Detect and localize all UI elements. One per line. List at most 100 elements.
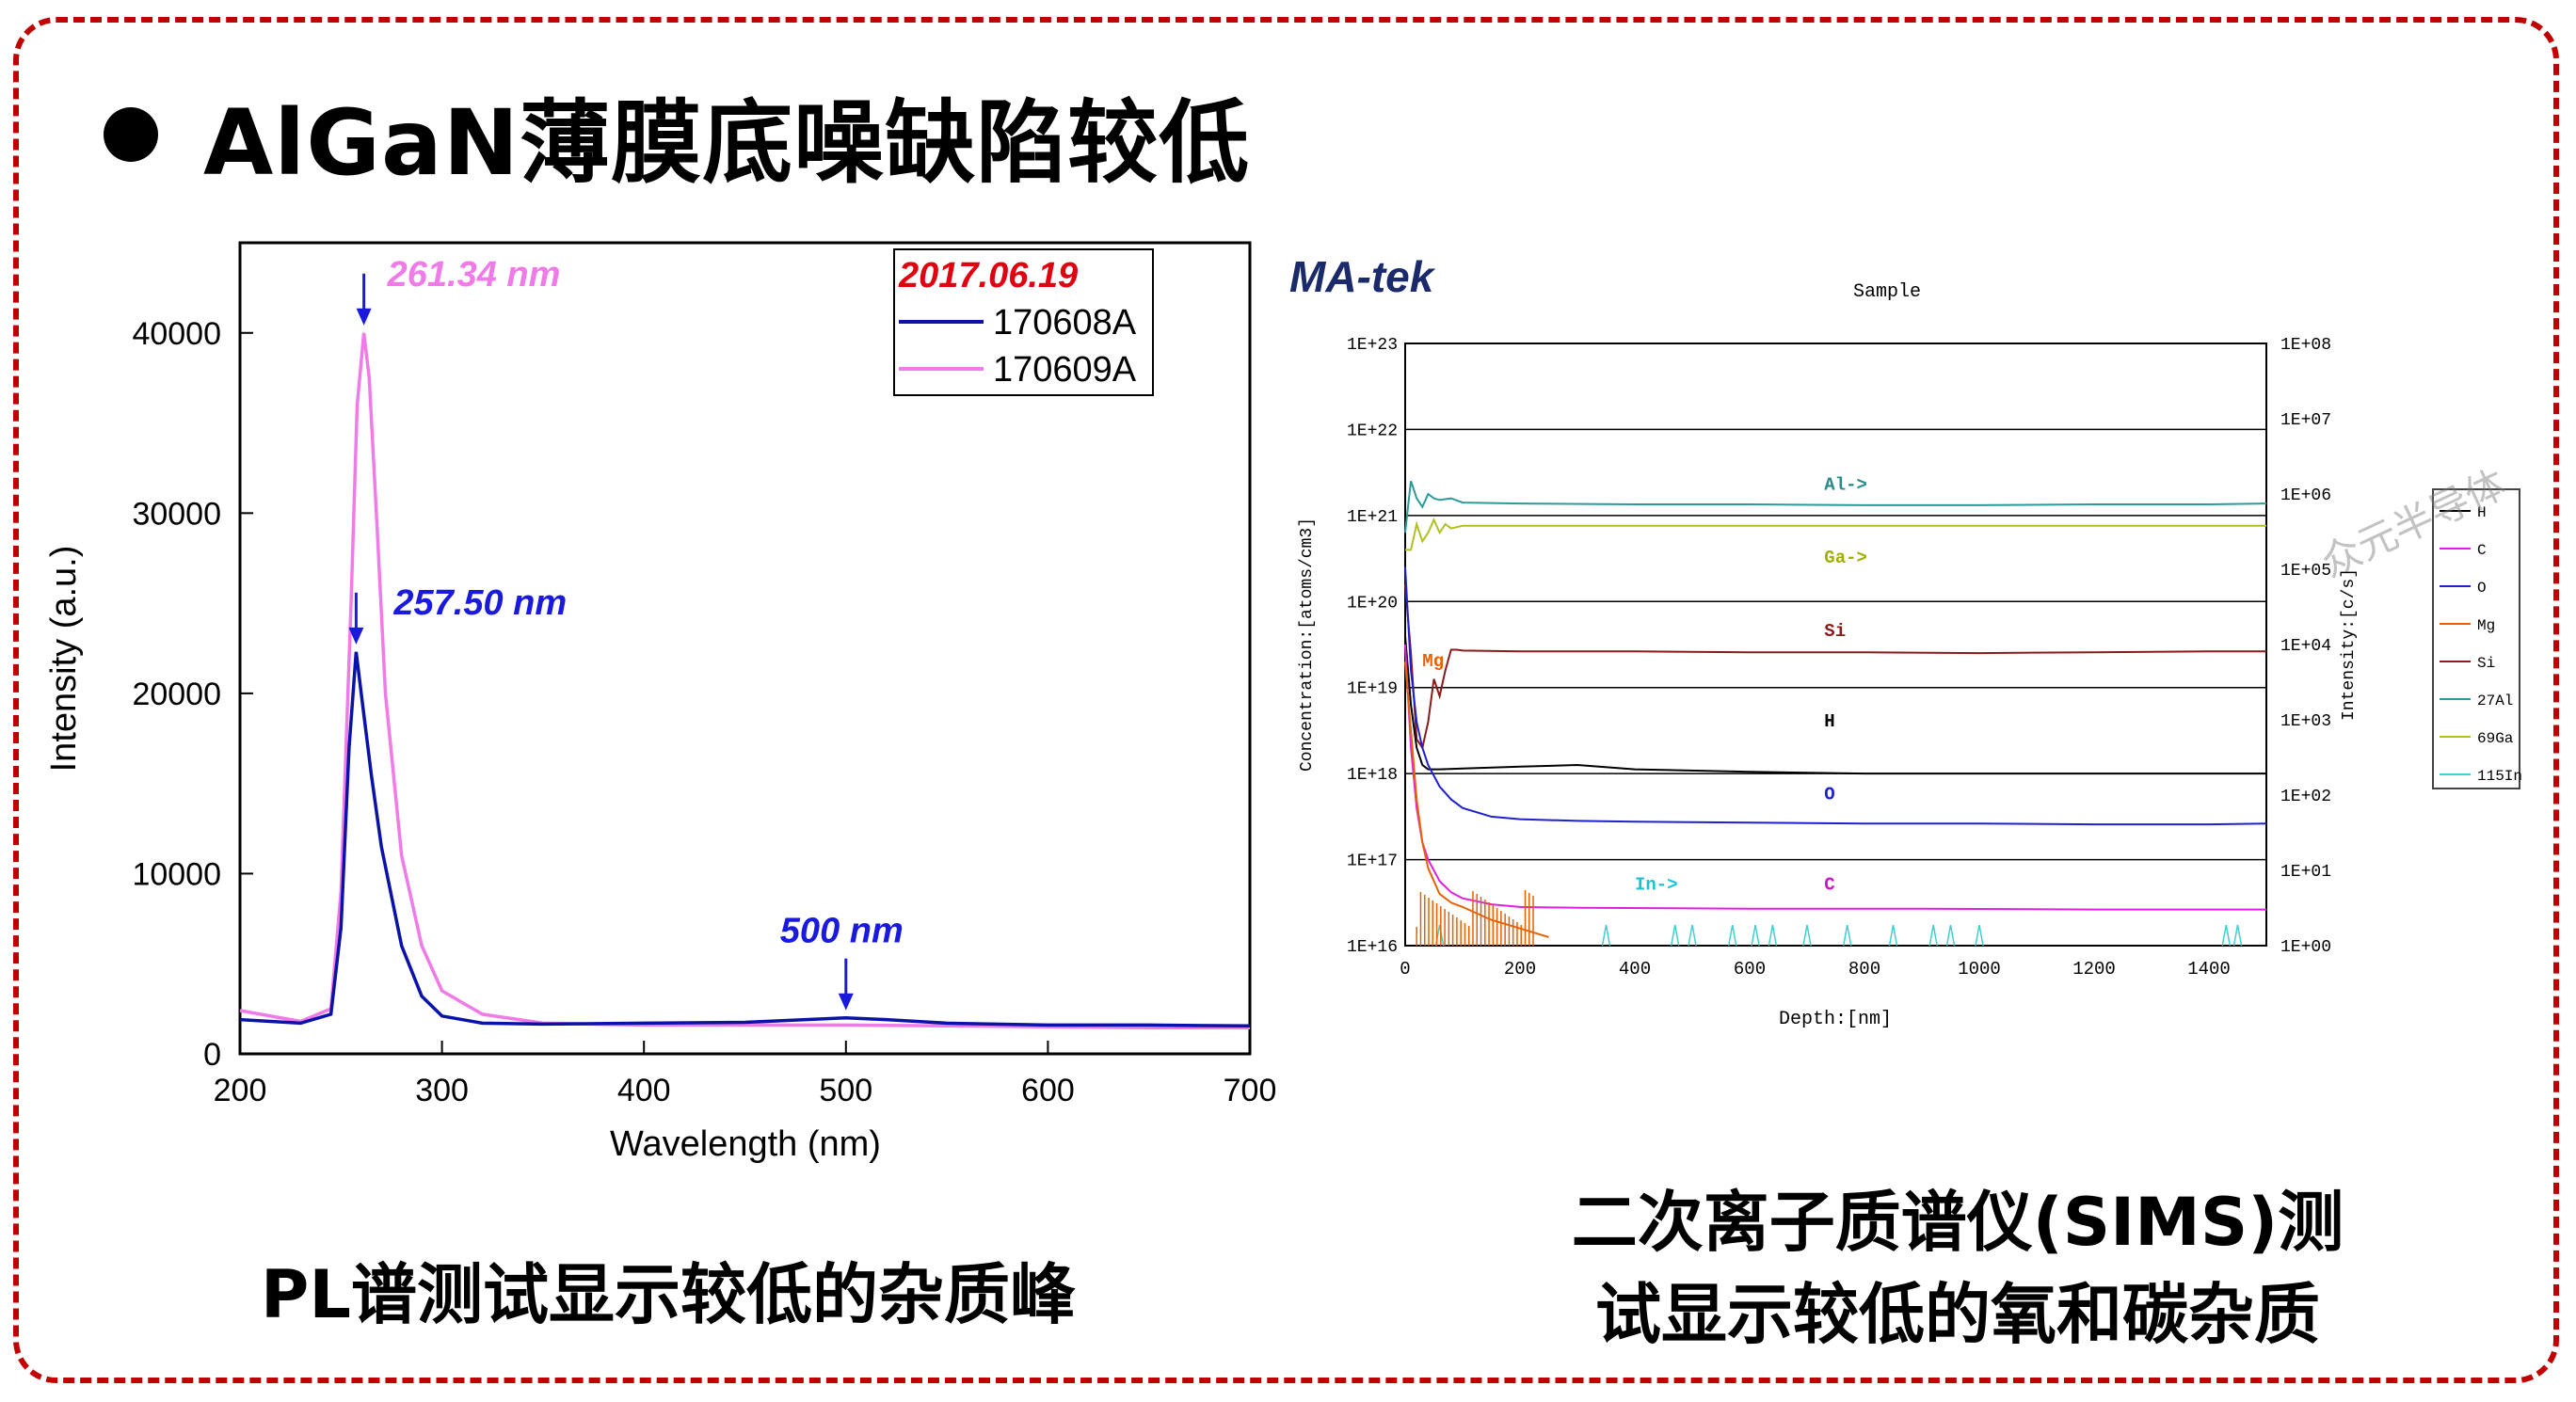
pl-y-tick-label: 40000 xyxy=(132,316,221,352)
pl-arrow-head xyxy=(348,627,364,645)
sims-x-tick-label: 200 xyxy=(1504,959,1536,980)
sims-x-tick-label: 600 xyxy=(1734,959,1766,980)
sims-x-tick-label: 1400 xyxy=(2187,959,2231,980)
sims-legend-label: O xyxy=(2477,580,2487,597)
sims-y-tick-label: 1E+18 xyxy=(1347,766,1398,785)
sims-legend-label: 69Ga xyxy=(2477,730,2514,747)
matek-logo-text: MA-tek xyxy=(1289,252,1436,301)
sims-in-spike xyxy=(1888,924,1898,947)
pl-x-tick-label: 400 xyxy=(617,1073,671,1108)
sims-label: Mg xyxy=(1422,651,1444,672)
sims-label: C xyxy=(1824,875,1834,896)
pl-arrow-head xyxy=(838,993,854,1011)
sims-y-tick-label-right: 1E+05 xyxy=(2280,562,2331,581)
sims-y-tick-label: 1E+21 xyxy=(1347,508,1398,527)
sims-label: In-> xyxy=(1635,875,1678,896)
sims-label: Ga-> xyxy=(1824,548,1867,568)
sims-legend-label: H xyxy=(2477,504,2487,521)
sims-in-spike xyxy=(1928,924,1938,947)
caption-right-line1: 二次离子质谱仪(SIMS)测 xyxy=(1571,1184,2344,1261)
pl-lines xyxy=(239,332,1251,1029)
sims-y-tick-label-right: 1E+08 xyxy=(2280,336,2331,355)
sims-x-axis-label: Depth:[nm] xyxy=(1779,1009,1892,1030)
sims-in-spike xyxy=(1688,924,1697,947)
pl-annotation-label: 500 nm xyxy=(780,912,904,951)
sims-label: O xyxy=(1824,785,1834,805)
pl-x-axis-label: Wavelength (nm) xyxy=(610,1124,881,1164)
dashed-frame xyxy=(13,17,2559,1383)
sims-in-spike xyxy=(1842,924,1852,947)
sims-in-spike xyxy=(2221,924,2232,947)
sims-title: Sample xyxy=(1853,281,1921,303)
sims-series-Si xyxy=(1404,583,2266,751)
sims-y-tick-label-right: 1E+03 xyxy=(2280,712,2331,731)
sims-legend-label: 27Al xyxy=(2477,693,2513,709)
pl-y-axis-label: Intensity (a.u.) xyxy=(44,546,84,773)
sims-x-tick-label: 0 xyxy=(1400,959,1410,980)
pl-y-tick-label: 10000 xyxy=(132,856,221,892)
sims-y-tick-label-right: 1E+00 xyxy=(2280,938,2331,957)
pl-x-tick-label: 600 xyxy=(1021,1073,1075,1108)
sims-x-tick-label: 1000 xyxy=(1958,959,2001,980)
pl-annotations: 261.34 nm 257.50 nm 500 nm xyxy=(348,255,904,1011)
sims-y-tick-label: 1E+17 xyxy=(1347,852,1398,871)
sims-y-tick-label-right: 1E+07 xyxy=(2280,411,2331,430)
bullet-icon xyxy=(104,107,158,162)
sims-y-tick-label-right: 1E+02 xyxy=(2280,788,2331,806)
sims-y-tick-label: 1E+22 xyxy=(1347,422,1398,440)
pl-legend: 2017.06.19 170608A 170609A xyxy=(893,248,1154,396)
slide-title: AlGaN薄膜底噪缺陷较低 xyxy=(104,73,1250,196)
pl-x-tick-label: 700 xyxy=(1224,1073,1277,1108)
pl-y-tick-label: 0 xyxy=(203,1037,221,1073)
pl-series-170609A xyxy=(239,332,1250,1029)
pl-x-tick-label: 300 xyxy=(415,1073,469,1108)
pl-series-170608A xyxy=(239,651,1251,1028)
sims-y-tick-label-right: 1E+06 xyxy=(2280,486,2331,505)
sims-in-spike xyxy=(1670,924,1680,947)
sims-in-spike xyxy=(1945,924,1956,947)
sims-in-spike xyxy=(1751,924,1760,947)
sims-legend-label: 115In xyxy=(2477,768,2522,785)
matek-logo: MA-tek xyxy=(1289,252,1436,301)
sims-in-spike xyxy=(1727,924,1737,947)
sims-series-27Al xyxy=(1404,480,2267,534)
sims-y-tick-label-right: 1E+01 xyxy=(2280,863,2331,882)
pl-ticks: 200 300 400 500 600 700 0 10000 20000 30000 40000 xyxy=(132,316,1276,1108)
pl-legend-label-b: 170609A xyxy=(993,350,1137,390)
sims-grid: 1E+16 1E+17 1E+18 1E+19 1E+20 1E+21 1E+22 1E+23… xyxy=(1347,336,2331,980)
sims-in-spike xyxy=(1601,924,1611,947)
sims-lines xyxy=(1404,480,2267,947)
sims-x-tick-label: 1200 xyxy=(2072,959,2116,980)
caption-left: PL谱测试显示较低的杂质峰 xyxy=(261,1256,1076,1333)
sims-label: Si xyxy=(1824,621,1846,642)
sims-in-spike xyxy=(2232,924,2243,947)
sims-labels: Al-> Ga-> Si H O In-> C Mg xyxy=(1422,474,1867,895)
sims-y-axis-label: Concentration:[atoms/cm3] xyxy=(1298,518,1317,772)
sims-in-spike xyxy=(1975,924,1984,947)
sims-legend-label: Si xyxy=(2477,655,2495,672)
sims-y-tick-label-right: 1E+04 xyxy=(2280,637,2331,656)
sims-legend: H C O Mg Si 27Al 69Ga 115In xyxy=(2432,488,2522,789)
sims-y-tick-label: 1E+20 xyxy=(1347,594,1398,613)
sims-legend-label: C xyxy=(2477,542,2487,559)
sims-label: Al-> xyxy=(1824,474,1867,495)
pl-y-tick-label: 20000 xyxy=(132,677,221,712)
sims-y-tick-label: 1E+23 xyxy=(1347,336,1398,355)
sims-legend-label: Mg xyxy=(2477,617,2495,634)
caption-right: 二次离子质谱仪(SIMS)测 试显示较低的氧和碳杂质 xyxy=(1449,1176,2466,1361)
caption-right-line2: 试显示较低的氧和碳杂质 xyxy=(1595,1276,2320,1353)
pl-legend-label-a: 170608A xyxy=(993,303,1137,343)
sims-in-spike xyxy=(1768,924,1778,947)
pl-legend-title: 2017.06.19 xyxy=(898,256,1078,295)
pl-plot-frame xyxy=(238,241,1252,1056)
sims-series-H xyxy=(1404,635,2266,775)
pl-annotation-label: 261.34 nm xyxy=(387,255,561,295)
pl-x-tick-label: 500 xyxy=(819,1073,872,1108)
sims-x-tick-label: 800 xyxy=(1848,959,1880,980)
sims-y-tick-label: 1E+16 xyxy=(1347,938,1398,957)
sims-series-69Ga xyxy=(1405,517,2266,551)
sims-x-tick-label: 400 xyxy=(1619,959,1651,980)
pl-arrow-head xyxy=(356,308,372,326)
slide-title-text: AlGaN薄膜底噪缺陷较低 xyxy=(203,89,1251,196)
